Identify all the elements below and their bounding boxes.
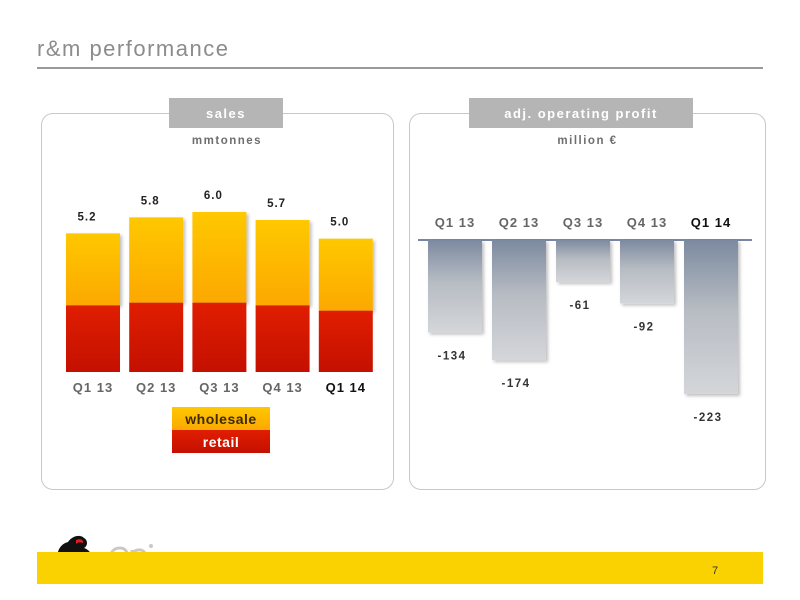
profit-category-label: Q2 13 <box>499 215 539 230</box>
profit-bar <box>492 240 546 361</box>
sales-category-label: Q2 13 <box>136 380 176 395</box>
sales-category-label: Q1 13 <box>73 380 113 395</box>
title-divider <box>37 67 763 69</box>
profit-category-label: Q3 13 <box>563 215 603 230</box>
sales-bar-retail <box>255 305 310 372</box>
profit-value-label: -92 <box>633 322 654 334</box>
profit-value-label: -223 <box>693 412 722 424</box>
sales-category-label: Q4 13 <box>262 380 302 395</box>
footer-band <box>37 552 763 584</box>
sales-bar-retail <box>66 305 120 372</box>
sales-total-label: 5.0 <box>330 217 349 229</box>
profit-value-label: -174 <box>501 378 530 390</box>
profit-category-label: Q1 14 <box>691 215 731 230</box>
profit-chart-title: adj. operating profit <box>469 98 693 128</box>
sales-bar-wholesale <box>192 212 247 303</box>
sales-chart: 5.2 Q1 13 5.8 Q2 13 6.0 Q3 13 5.7 Q4 13 5.0 Q1 14 <box>66 190 373 395</box>
legend-swatch-wholesale <box>172 407 270 430</box>
sales-bar-wholesale <box>66 233 120 306</box>
legend-swatch-retail <box>172 430 270 453</box>
sales-bar-wholesale <box>318 238 373 311</box>
profit-chart: -134 Q1 13 -174 Q2 13 -61 Q3 13 -92 Q4 13 -223 Q1… <box>418 215 752 424</box>
sales-total-label: 5.7 <box>267 198 286 210</box>
sales-bar-retail <box>318 310 373 372</box>
sales-total-label: 6.0 <box>204 190 223 202</box>
profit-unit-label: million € <box>557 135 618 147</box>
sales-legend: wholesale retail <box>172 407 270 453</box>
profit-value-label: -61 <box>569 300 590 312</box>
legend-label-retail: retail <box>203 434 239 450</box>
sales-unit-label: mmtonnes <box>191 135 263 147</box>
page-number: 7 <box>712 565 719 577</box>
sales-chart-title: sales <box>169 98 283 128</box>
sales-category-label: Q1 14 <box>326 380 366 395</box>
sales-bar-retail <box>192 302 247 372</box>
sales-bar-wholesale <box>129 217 184 303</box>
sales-total-label: 5.2 <box>78 211 97 223</box>
profit-bar <box>620 240 674 304</box>
sales-category-label: Q3 13 <box>199 380 239 395</box>
profit-category-label: Q4 13 <box>627 215 667 230</box>
legend-label-wholesale: wholesale <box>184 411 256 427</box>
sales-bar-wholesale <box>255 220 310 306</box>
profit-bar <box>428 240 482 333</box>
page-title: r&m performance <box>37 36 230 61</box>
sales-total-label: 5.8 <box>141 195 160 207</box>
profit-category-label: Q1 13 <box>435 215 475 230</box>
sales-bar-retail <box>129 302 184 372</box>
profit-bar <box>556 240 610 283</box>
profit-bar <box>684 240 738 394</box>
profit-value-label: -134 <box>437 351 466 363</box>
